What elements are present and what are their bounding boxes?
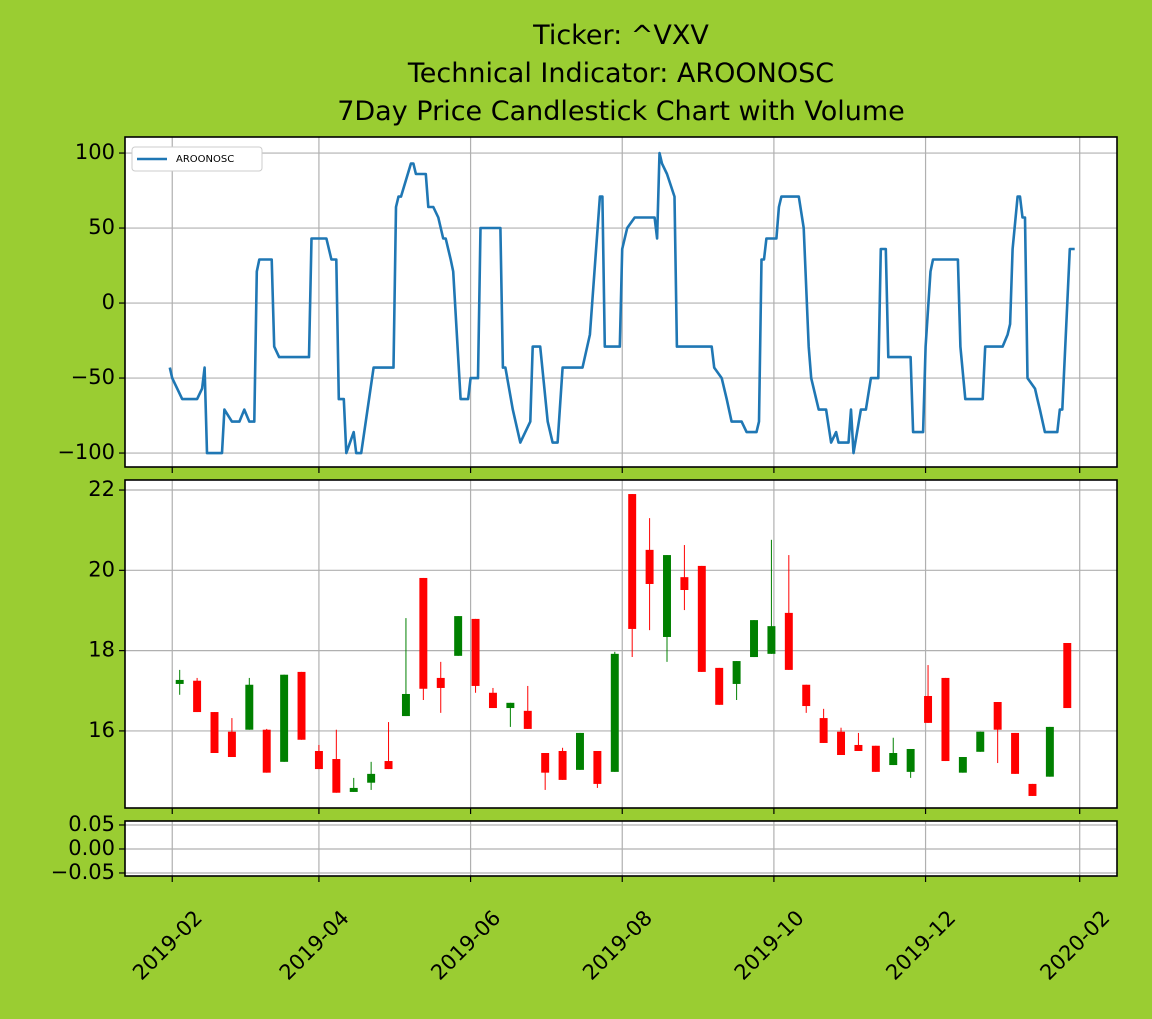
candle-body bbox=[245, 684, 254, 730]
candle-body bbox=[889, 752, 898, 766]
candle-body bbox=[436, 677, 445, 688]
candle-body bbox=[262, 729, 271, 773]
plot-marks bbox=[168, 151, 1075, 455]
candle-body bbox=[1011, 732, 1020, 774]
candle-body bbox=[802, 684, 811, 707]
candle-body bbox=[384, 761, 393, 770]
candle-body bbox=[575, 732, 584, 770]
candle-body bbox=[367, 773, 376, 783]
candle-body bbox=[210, 712, 219, 753]
y-tick-label: 16 bbox=[88, 718, 115, 742]
candle-body bbox=[227, 731, 236, 758]
candle-body bbox=[924, 695, 933, 723]
candle-body bbox=[645, 549, 654, 584]
candle-body bbox=[1028, 783, 1037, 796]
candle-body bbox=[993, 702, 1002, 730]
candle-body bbox=[193, 680, 202, 713]
candle-body bbox=[297, 671, 306, 740]
candle-body bbox=[454, 616, 463, 656]
y-tick-label: 0 bbox=[102, 290, 115, 314]
y-tick-label: −50 bbox=[71, 365, 115, 389]
candle-body bbox=[680, 577, 689, 591]
candle-body bbox=[332, 759, 341, 793]
candle-body bbox=[280, 674, 289, 762]
candle-body bbox=[628, 494, 637, 629]
y-tick-label: 22 bbox=[88, 477, 115, 501]
title-line: Ticker: ^VXV bbox=[532, 20, 709, 51]
y-tick-label: −100 bbox=[57, 440, 115, 464]
plot-frame bbox=[124, 479, 1118, 809]
plot-frame bbox=[124, 136, 1118, 468]
candle-body bbox=[506, 702, 515, 709]
y-tick-label: 0.05 bbox=[68, 812, 115, 836]
indicator-line bbox=[168, 151, 1075, 455]
candle-body bbox=[1063, 642, 1072, 709]
candle-body bbox=[732, 661, 741, 684]
y-tick-label: 50 bbox=[88, 215, 115, 239]
candle-body bbox=[471, 618, 480, 686]
plot-area bbox=[125, 480, 1117, 808]
plot-marks bbox=[175, 494, 1072, 796]
candle-body bbox=[715, 667, 724, 705]
candle-body bbox=[419, 577, 428, 689]
candle-body bbox=[958, 757, 967, 773]
plot-frame bbox=[124, 820, 1118, 877]
candle-body bbox=[558, 750, 567, 780]
title-line: Technical Indicator: AROONOSC bbox=[407, 58, 834, 89]
y-tick-label: 18 bbox=[88, 638, 115, 662]
candle-body bbox=[906, 748, 915, 772]
candle-body bbox=[871, 745, 880, 772]
y-tick-label: −0.05 bbox=[51, 860, 115, 884]
candle-body bbox=[401, 693, 410, 717]
candle-body bbox=[663, 555, 671, 637]
candle-body bbox=[837, 731, 846, 756]
candle-body bbox=[488, 692, 497, 709]
candle-body bbox=[314, 750, 323, 770]
title-line: 7Day Price Candlestick Chart with Volume bbox=[337, 96, 905, 127]
candle-body bbox=[750, 620, 758, 658]
candle-body bbox=[854, 744, 863, 751]
candle-body bbox=[1045, 726, 1054, 777]
candle-body bbox=[976, 731, 985, 752]
candle-body bbox=[941, 677, 950, 762]
candle-body bbox=[767, 626, 776, 654]
candle-body bbox=[610, 653, 619, 772]
y-tick-label: 0.00 bbox=[68, 836, 115, 860]
y-tick-label: 100 bbox=[75, 140, 115, 164]
y-tick-label: 20 bbox=[88, 557, 115, 581]
candle-body bbox=[819, 718, 828, 743]
candle-body bbox=[175, 679, 184, 684]
candle-body bbox=[593, 750, 602, 784]
candle-body bbox=[541, 752, 550, 773]
candle-body bbox=[349, 787, 358, 792]
legend-label: AROONOSC bbox=[176, 154, 234, 165]
candle-body bbox=[784, 612, 793, 670]
candle-body bbox=[523, 710, 532, 729]
candle-body bbox=[697, 565, 706, 672]
legend-box bbox=[131, 146, 263, 172]
